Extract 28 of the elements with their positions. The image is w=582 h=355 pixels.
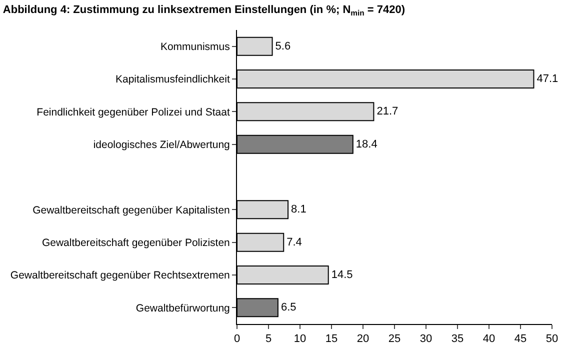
x-tick-label: 30 [420, 333, 432, 346]
chart-title: Abbildung 4: Zustimmung zu linksextremen Einstellungen (in %; N$_{min}$ = 7420) [2, 4, 406, 18]
data-label: 14.5 [331, 269, 353, 281]
data-label: 21.7 [376, 106, 398, 118]
data-label: 47.1 [536, 73, 558, 85]
data-label: 18.4 [356, 138, 378, 150]
data-label: 8.1 [291, 204, 306, 216]
x-tick-label: 10 [294, 333, 306, 346]
x-tick-label: 0 [234, 333, 240, 346]
data-label: 6.5 [280, 302, 296, 314]
data-label: 7.4 [286, 236, 302, 248]
y-tick-label: Gewaltbefürwortung [136, 302, 230, 314]
x-tick-label: 20 [356, 333, 370, 346]
y-tick-label: Gewaltbereitschaft gegenüber Polizisten [42, 237, 230, 250]
x-tick-label: 25 [388, 333, 401, 346]
y-tick-label: Gewaltbereitschaft gegenüber Rechtsextremen [10, 270, 230, 282]
x-tick-label: 45 [514, 333, 527, 346]
x-tick-label: 50 [546, 333, 558, 346]
x-tick-label: 35 [451, 333, 464, 346]
y-tick-label: Kapitalismusfeindlichkeit [116, 74, 230, 86]
x-tick-label: 40 [482, 333, 496, 346]
y-tick-label: Feindlichkeit gegenüber Polizei und Staat [36, 106, 230, 118]
y-tick-label: Gewaltbereitschaft gegenüber Kapitalisten [32, 204, 230, 216]
data-label: 5.6 [275, 40, 291, 52]
y-tick-label: Kommunismus [160, 41, 230, 54]
x-tick-label: 5 [265, 333, 272, 346]
y-tick-label: ideologisches Ziel/Abwertung [93, 139, 230, 152]
x-tick-label: 15 [325, 333, 338, 346]
